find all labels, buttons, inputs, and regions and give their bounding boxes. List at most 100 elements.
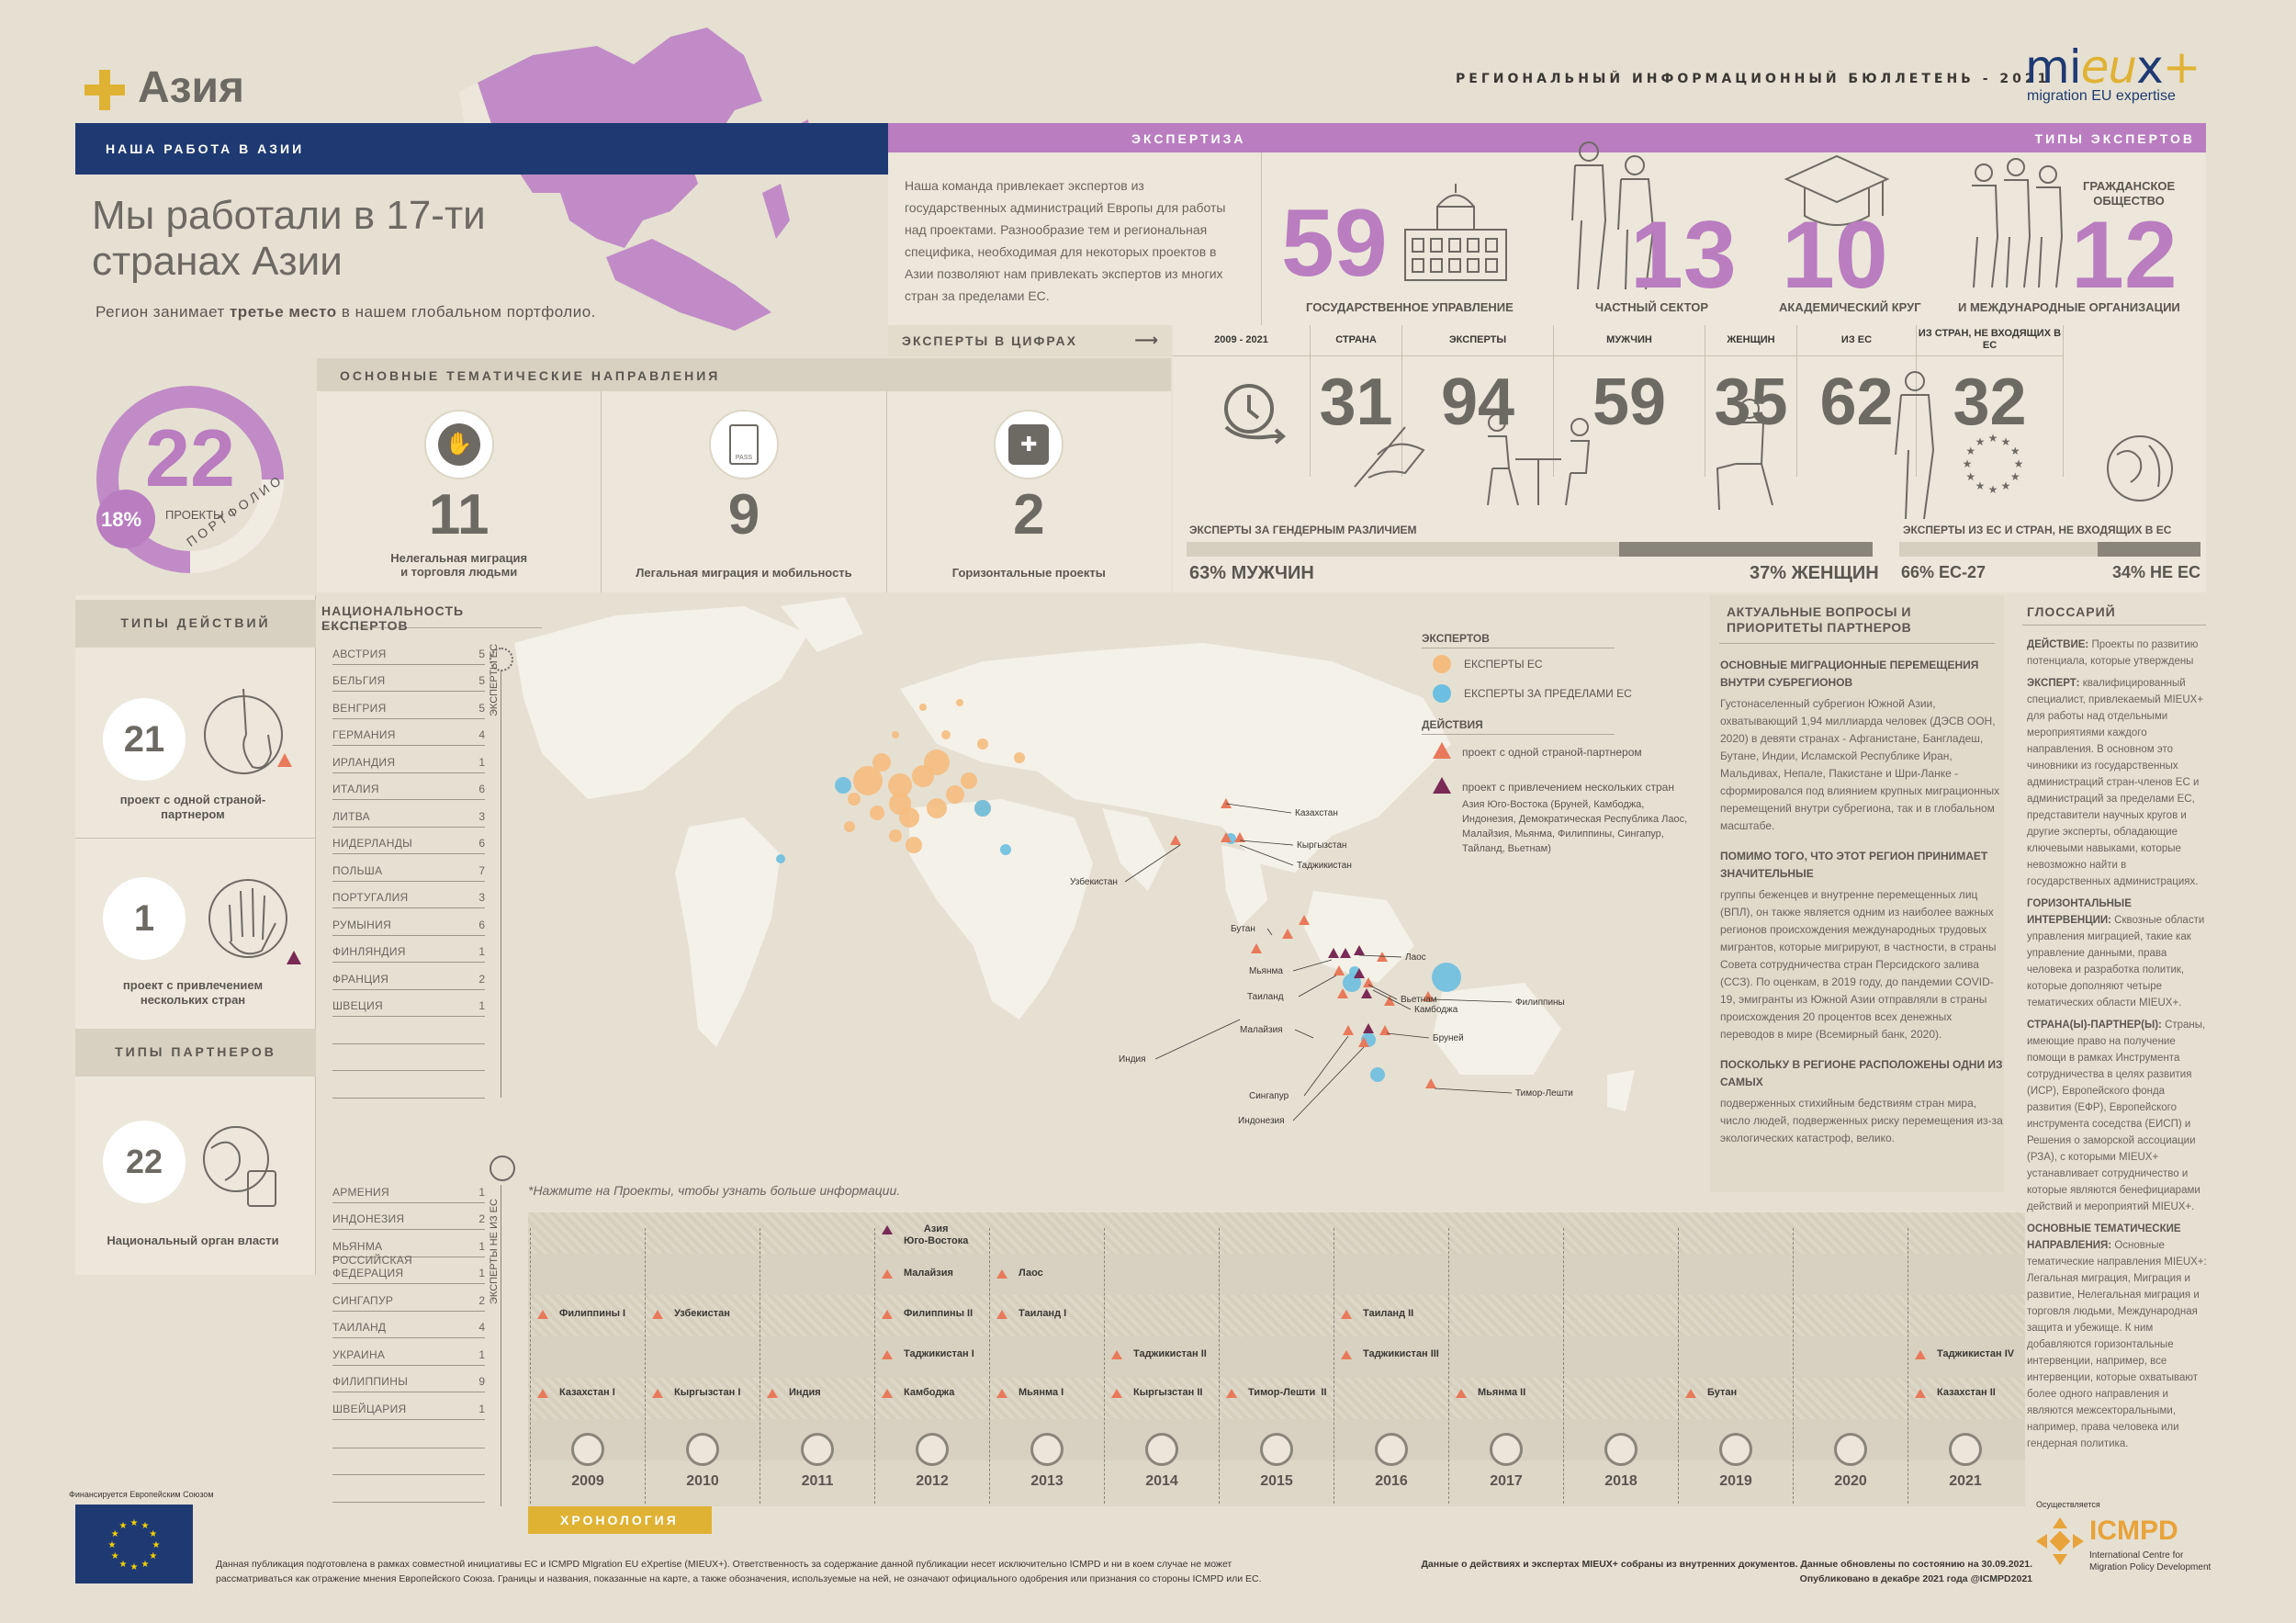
eu-expert-dot — [888, 773, 912, 797]
timeline-year-circle[interactable] — [1145, 1433, 1178, 1466]
partners-circle: 22 — [103, 1121, 186, 1203]
one-finger-hand-icon — [204, 688, 292, 774]
timeline-event[interactable]: Малайзия — [882, 1268, 990, 1279]
timeline-year: 2014 — [1145, 1473, 1178, 1489]
timeline-year-circle[interactable] — [1949, 1433, 1982, 1466]
blank-row — [332, 1475, 485, 1503]
single-project-triangle-icon — [652, 1310, 663, 1319]
multi-country-project-triangle[interactable] — [1354, 945, 1365, 955]
nationality-count: 5 — [478, 674, 485, 687]
single-project-triangle-icon — [767, 1389, 778, 1398]
timeline-year-circle[interactable] — [686, 1433, 719, 1466]
timeline-year-circle[interactable] — [1260, 1433, 1293, 1466]
business-people-icon — [1571, 141, 1655, 290]
multi-country-project-triangle[interactable] — [1328, 948, 1339, 958]
timeline-event[interactable]: Мьянма II — [1456, 1387, 1564, 1399]
map-triangles — [1170, 798, 1436, 1088]
single-country-project-triangle[interactable] — [1282, 929, 1293, 939]
single-country-project-triangle[interactable] — [1221, 832, 1232, 842]
timeline-event[interactable]: Кыргызстан II — [1111, 1387, 1220, 1399]
nationality-country: ШВЕЙЦАРИЯ — [332, 1402, 407, 1415]
timeline-year-circle[interactable] — [1719, 1433, 1752, 1466]
graduation-cap-icon — [1784, 154, 1890, 226]
timeline-event[interactable]: Таиланд II — [1341, 1308, 1449, 1320]
timeline-year-circle[interactable] — [571, 1433, 604, 1466]
timeline-event[interactable]: Тимор-Лешти II — [1226, 1387, 1334, 1399]
nationality-count: 1 — [478, 999, 485, 1012]
single-country-project-triangle[interactable] — [1384, 996, 1395, 1006]
single-country-project-triangle[interactable] — [1425, 1078, 1436, 1088]
figures-bar[interactable]: ЭКСПЕРТЫ В ЦИФРАХ ⟶ — [888, 325, 1171, 356]
expert-type-private-label: ЧАСТНЫЙ СЕКТОР — [1595, 300, 1708, 314]
expert-type-private: 13 — [1630, 202, 1737, 309]
multi-country-project-triangle[interactable] — [1363, 1023, 1374, 1033]
timeline-event-label: Мьянма II — [1478, 1387, 1526, 1398]
timeline-year-circle[interactable] — [1030, 1433, 1064, 1466]
nationality-row: ИРЛАНДИЯ 1 — [332, 746, 485, 773]
issues-body: ОСНОВНЫЕ МИГРАЦИОННЫЕ ПЕРЕМЕЩЕНИЯ ВНУТРИ… — [1720, 657, 2003, 1147]
nationality-count: 6 — [478, 837, 485, 850]
single-country-project-triangle[interactable] — [1358, 1037, 1369, 1047]
single-country-project-triangle[interactable] — [1251, 943, 1262, 953]
multi-country-project-triangle[interactable] — [1340, 948, 1351, 958]
timeline-event[interactable]: Таиланд I — [996, 1308, 1105, 1320]
themes-bar-label: ОСНОВНЫЕ ТЕМАТИЧЕСКИЕ НАПРАВЛЕНИЯ — [340, 368, 721, 383]
timeline-year-circle[interactable] — [801, 1433, 834, 1466]
map-leader-line — [1372, 989, 1412, 1010]
theme-item[interactable]: PASS 9 Легальная миграция и мобильность — [602, 391, 887, 592]
timeline-year-circle[interactable] — [1834, 1433, 1867, 1466]
bulletin-title: РЕГИОНАЛЬНЫЙ ИНФОРМАЦИОННЫЙ БЮЛЛЕТЕНЬ - … — [1456, 72, 2051, 86]
single-country-project-triangle[interactable] — [1363, 977, 1374, 987]
funded-label: Финансируется Европейским Союзом — [69, 1490, 214, 1499]
multi-country-project-triangle[interactable] — [1354, 968, 1365, 978]
map-country-label: Узбекистан — [1070, 876, 1118, 887]
timeline-event[interactable]: Узбекистан — [652, 1308, 760, 1320]
timeline-event[interactable]: Филиппины II — [882, 1308, 990, 1320]
timeline-event[interactable]: Бутан — [1685, 1387, 1794, 1399]
single-country-project-triangle[interactable] — [1221, 798, 1232, 808]
timeline-event[interactable]: Лаос — [996, 1268, 1105, 1279]
map-country-label: Тимор-Лешти — [1515, 1088, 1573, 1099]
timeline-event[interactable]: Таджикистан IV — [1915, 1348, 2023, 1360]
single-country-project-triangle[interactable] — [1334, 965, 1345, 975]
timeline-event[interactable]: Индия — [767, 1387, 875, 1399]
timeline-event[interactable]: Таджикистан II — [1111, 1348, 1220, 1360]
timeline-event-label: Малайзия — [904, 1268, 953, 1279]
multi-country-project-triangle[interactable] — [1361, 988, 1372, 998]
timeline-event[interactable]: Кыргызстан I — [652, 1387, 760, 1399]
puzzle-icon: ✚ — [994, 410, 1064, 479]
single-country-project-triangle[interactable] — [1234, 832, 1245, 842]
timeline-event[interactable]: Казахстан II — [1915, 1387, 2023, 1399]
timeline-event[interactable]: Таджикистан I — [882, 1348, 990, 1360]
timeline-year-circle[interactable] — [1490, 1433, 1523, 1466]
single-project-triangle-icon — [996, 1389, 1007, 1398]
nationality-row: ЛИТВА 3 — [332, 800, 485, 828]
timeline-bar-label: ХРОНОЛОГИЯ — [560, 1513, 679, 1527]
timeline-year-circle[interactable] — [1604, 1433, 1638, 1466]
single-country-project-triangle[interactable] — [1377, 952, 1388, 962]
timeline-event[interactable]: Казахстан I — [537, 1387, 646, 1399]
timeline-event[interactable]: Мьянма I — [996, 1387, 1105, 1399]
nationality-count: 4 — [478, 1321, 485, 1334]
figure-column: СТРАНА 31 — [1311, 325, 1402, 477]
timeline-event[interactable]: Камбоджа — [882, 1387, 990, 1399]
single-country-project-triangle[interactable] — [1299, 915, 1310, 925]
multi-action-value: 1 — [133, 898, 155, 939]
theme-item[interactable]: ✚ 2 Горизонтальные проекты — [887, 391, 1171, 592]
eu-expert-dot — [977, 738, 988, 750]
nationality-bar-label: НАЦИОНАЛЬНОСТЬ ЕКСПЕРТОВ — [321, 603, 465, 633]
timeline-year-circle[interactable] — [1375, 1433, 1408, 1466]
timeline-event[interactable]: Филиппины I — [537, 1308, 646, 1320]
single-country-project-triangle[interactable] — [1337, 988, 1348, 998]
single-country-project-triangle[interactable] — [1379, 1025, 1390, 1035]
map-leader-line — [1239, 844, 1294, 866]
theme-item[interactable]: ✋ 11 Нелегальная миграция и торговля люд… — [317, 391, 602, 592]
flag-icon — [1354, 426, 1425, 488]
timeline-event[interactable]: Азия Юго-Востока — [882, 1223, 990, 1247]
single-country-project-triangle[interactable] — [1423, 991, 1434, 1001]
single-country-project-triangle[interactable] — [1343, 1025, 1354, 1035]
timeline-event-label: Азия Юго-Востока — [904, 1223, 969, 1246]
timeline-event[interactable]: Таджикистан III — [1341, 1348, 1449, 1360]
timeline-year-circle[interactable] — [916, 1433, 949, 1466]
single-country-project-triangle[interactable] — [1170, 835, 1181, 845]
